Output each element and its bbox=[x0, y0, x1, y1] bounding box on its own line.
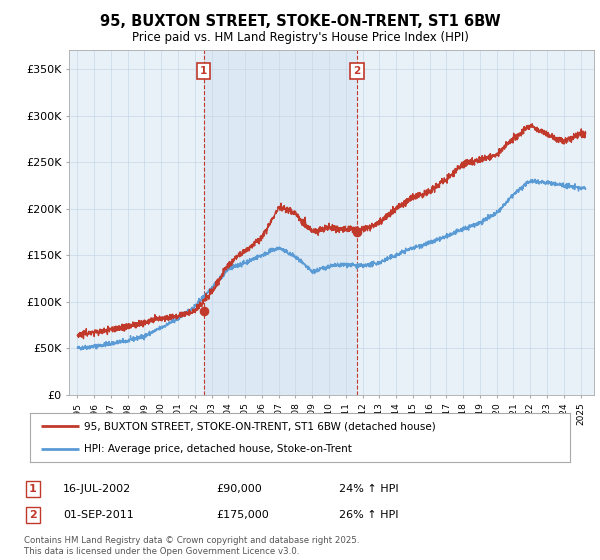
Bar bbox=[204, 50, 357, 395]
Text: 95, BUXTON STREET, STOKE-ON-TRENT, ST1 6BW: 95, BUXTON STREET, STOKE-ON-TRENT, ST1 6… bbox=[100, 14, 500, 29]
Point bbox=[352, 227, 362, 236]
Text: HPI: Average price, detached house, Stoke-on-Trent: HPI: Average price, detached house, Stok… bbox=[84, 444, 352, 454]
Point bbox=[199, 306, 209, 315]
Text: Price paid vs. HM Land Registry's House Price Index (HPI): Price paid vs. HM Land Registry's House … bbox=[131, 31, 469, 44]
Text: 16-JUL-2002: 16-JUL-2002 bbox=[63, 484, 131, 494]
Text: 26% ↑ HPI: 26% ↑ HPI bbox=[339, 510, 398, 520]
Text: 2: 2 bbox=[29, 510, 37, 520]
Text: Contains HM Land Registry data © Crown copyright and database right 2025.
This d: Contains HM Land Registry data © Crown c… bbox=[24, 536, 359, 556]
Text: £175,000: £175,000 bbox=[216, 510, 269, 520]
Text: 01-SEP-2011: 01-SEP-2011 bbox=[63, 510, 134, 520]
Text: 1: 1 bbox=[200, 66, 208, 76]
Text: 2: 2 bbox=[353, 66, 361, 76]
Text: 24% ↑ HPI: 24% ↑ HPI bbox=[339, 484, 398, 494]
Text: £90,000: £90,000 bbox=[216, 484, 262, 494]
Text: 1: 1 bbox=[29, 484, 37, 494]
Text: 95, BUXTON STREET, STOKE-ON-TRENT, ST1 6BW (detached house): 95, BUXTON STREET, STOKE-ON-TRENT, ST1 6… bbox=[84, 421, 436, 431]
